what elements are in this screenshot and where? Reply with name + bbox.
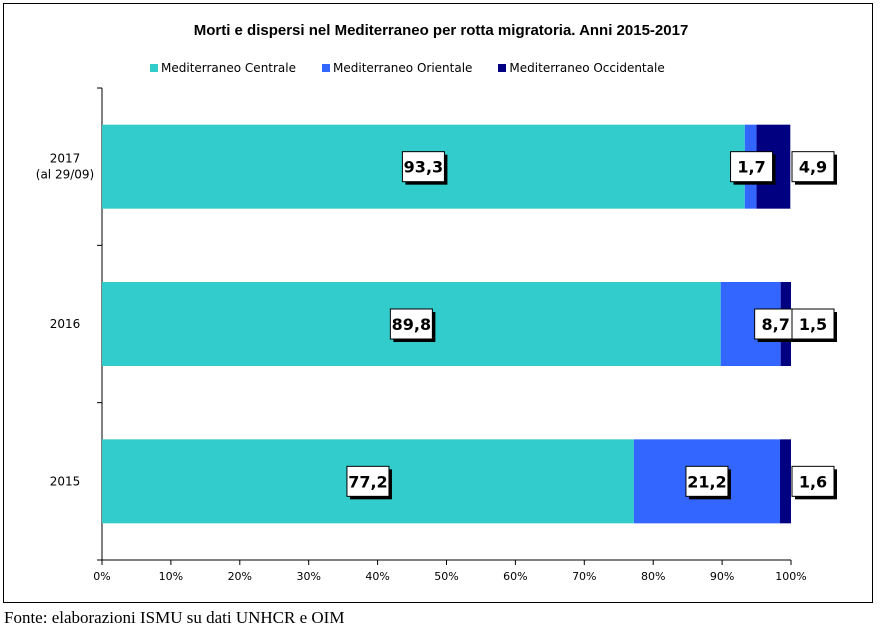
legend: Mediterraneo Centrale Mediterraneo Orient… <box>150 60 691 76</box>
data-label-box <box>791 308 835 340</box>
category-label: 2017 (al 29/09) <box>36 152 94 182</box>
source-note: Fonte: elaborazioni ISMU su dati UNHCR e… <box>4 608 345 627</box>
data-label: 1,5 <box>799 315 827 334</box>
legend-item: Mediterraneo Orientale <box>322 61 472 75</box>
legend-swatch <box>498 64 507 72</box>
bar-segment <box>779 439 791 524</box>
legend-label: Mediterraneo Orientale <box>333 61 473 75</box>
x-tick-label: 80% <box>641 570 665 583</box>
data-label-box <box>730 151 774 183</box>
legend-swatch <box>150 64 158 72</box>
category-label: 2015 <box>50 474 81 488</box>
data-label: 4,9 <box>799 158 827 177</box>
data-label: 93,3 <box>404 158 443 177</box>
x-tick-label: 100% <box>775 570 806 583</box>
legend-swatch <box>322 64 331 72</box>
data-label-box <box>346 465 390 497</box>
data-label: 8,7 <box>761 315 789 334</box>
legend-label: Mediterraneo Centrale <box>161 61 297 75</box>
x-tick-label: 70% <box>572 570 596 583</box>
data-label: 1,6 <box>799 472 827 491</box>
x-tick-label: 30% <box>296 570 320 583</box>
data-label-box <box>389 308 433 340</box>
x-tick-label: 50% <box>434 570 458 583</box>
data-label: 77,2 <box>348 472 387 491</box>
legend-item: Mediterraneo Occidentale <box>498 61 665 75</box>
category-label: 2016 <box>50 317 81 331</box>
data-label-box <box>754 308 798 340</box>
x-tick-label: 0% <box>93 570 110 583</box>
x-tick-label: 10% <box>159 570 183 583</box>
x-tick-label: 90% <box>710 570 734 583</box>
chart-title: Morti e dispersi nel Mediterraneo per ro… <box>193 22 689 39</box>
data-label: 89,8 <box>392 315 431 334</box>
data-label: 1,7 <box>737 158 765 177</box>
x-tick-label: 60% <box>503 570 527 583</box>
legend-label: Mediterraneo Occidentale <box>509 61 665 75</box>
data-label-box <box>401 151 445 183</box>
data-label-box <box>685 465 729 497</box>
data-label-box <box>791 465 835 497</box>
data-label: 21,2 <box>687 472 726 491</box>
legend-item: Mediterraneo Centrale <box>150 61 296 75</box>
x-tick-label: 40% <box>365 570 389 583</box>
x-tick-label: 20% <box>228 570 252 583</box>
data-label-box <box>791 151 835 183</box>
